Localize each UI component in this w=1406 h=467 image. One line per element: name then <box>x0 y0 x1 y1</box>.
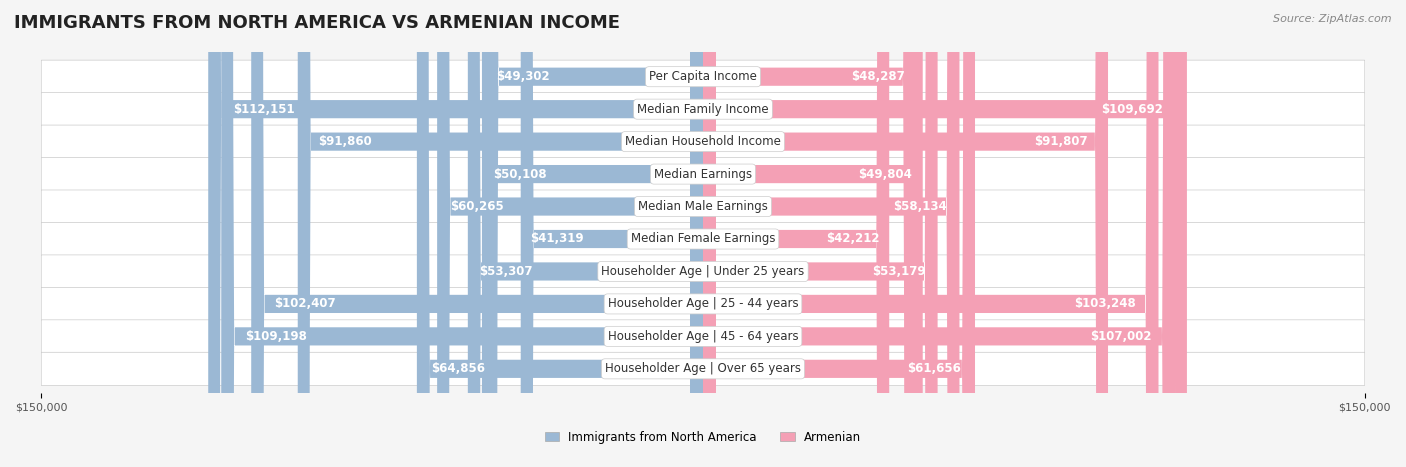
Text: $61,656: $61,656 <box>907 362 962 375</box>
Text: $103,248: $103,248 <box>1074 297 1136 311</box>
Text: Median Male Earnings: Median Male Earnings <box>638 200 768 213</box>
FancyBboxPatch shape <box>703 0 1108 467</box>
Text: $64,856: $64,856 <box>432 362 485 375</box>
Text: $53,179: $53,179 <box>872 265 927 278</box>
FancyBboxPatch shape <box>298 0 703 467</box>
Text: $50,108: $50,108 <box>494 168 547 181</box>
FancyBboxPatch shape <box>41 60 1365 93</box>
Text: Source: ZipAtlas.com: Source: ZipAtlas.com <box>1274 14 1392 24</box>
FancyBboxPatch shape <box>703 0 1187 467</box>
FancyBboxPatch shape <box>41 352 1365 385</box>
Text: $91,807: $91,807 <box>1035 135 1088 148</box>
FancyBboxPatch shape <box>41 222 1365 255</box>
FancyBboxPatch shape <box>703 0 1175 467</box>
Text: Householder Age | Over 65 years: Householder Age | Over 65 years <box>605 362 801 375</box>
FancyBboxPatch shape <box>703 0 889 467</box>
FancyBboxPatch shape <box>41 287 1365 320</box>
FancyBboxPatch shape <box>703 0 938 467</box>
FancyBboxPatch shape <box>221 0 703 467</box>
Text: $53,307: $53,307 <box>479 265 533 278</box>
Text: $42,212: $42,212 <box>827 233 880 246</box>
FancyBboxPatch shape <box>468 0 703 467</box>
FancyBboxPatch shape <box>252 0 703 467</box>
Text: $109,198: $109,198 <box>245 330 308 343</box>
FancyBboxPatch shape <box>416 0 703 467</box>
Text: $58,134: $58,134 <box>893 200 946 213</box>
FancyBboxPatch shape <box>703 0 917 467</box>
FancyBboxPatch shape <box>437 0 703 467</box>
FancyBboxPatch shape <box>41 190 1365 223</box>
FancyBboxPatch shape <box>703 0 959 467</box>
Text: $49,804: $49,804 <box>858 168 911 181</box>
Text: $91,860: $91,860 <box>318 135 371 148</box>
Text: IMMIGRANTS FROM NORTH AMERICA VS ARMENIAN INCOME: IMMIGRANTS FROM NORTH AMERICA VS ARMENIA… <box>14 14 620 32</box>
Text: Householder Age | 25 - 44 years: Householder Age | 25 - 44 years <box>607 297 799 311</box>
FancyBboxPatch shape <box>703 0 974 467</box>
Text: Median Female Earnings: Median Female Earnings <box>631 233 775 246</box>
FancyBboxPatch shape <box>482 0 703 467</box>
FancyBboxPatch shape <box>41 255 1365 288</box>
Text: Median Earnings: Median Earnings <box>654 168 752 181</box>
FancyBboxPatch shape <box>41 92 1365 126</box>
Text: $107,002: $107,002 <box>1090 330 1152 343</box>
Text: $109,692: $109,692 <box>1101 103 1163 116</box>
FancyBboxPatch shape <box>41 125 1365 158</box>
Text: Householder Age | Under 25 years: Householder Age | Under 25 years <box>602 265 804 278</box>
FancyBboxPatch shape <box>703 0 922 467</box>
Text: $48,287: $48,287 <box>852 70 905 83</box>
Text: Median Family Income: Median Family Income <box>637 103 769 116</box>
FancyBboxPatch shape <box>41 320 1365 353</box>
Text: $112,151: $112,151 <box>233 103 295 116</box>
FancyBboxPatch shape <box>520 0 703 467</box>
Text: Householder Age | 45 - 64 years: Householder Age | 45 - 64 years <box>607 330 799 343</box>
Legend: Immigrants from North America, Armenian: Immigrants from North America, Armenian <box>540 426 866 449</box>
FancyBboxPatch shape <box>703 0 1159 467</box>
Text: $41,319: $41,319 <box>530 233 583 246</box>
FancyBboxPatch shape <box>41 157 1365 191</box>
FancyBboxPatch shape <box>208 0 703 467</box>
Text: Median Household Income: Median Household Income <box>626 135 780 148</box>
Text: $49,302: $49,302 <box>496 70 550 83</box>
Text: $60,265: $60,265 <box>450 200 505 213</box>
FancyBboxPatch shape <box>485 0 703 467</box>
Text: Per Capita Income: Per Capita Income <box>650 70 756 83</box>
Text: $102,407: $102,407 <box>274 297 336 311</box>
